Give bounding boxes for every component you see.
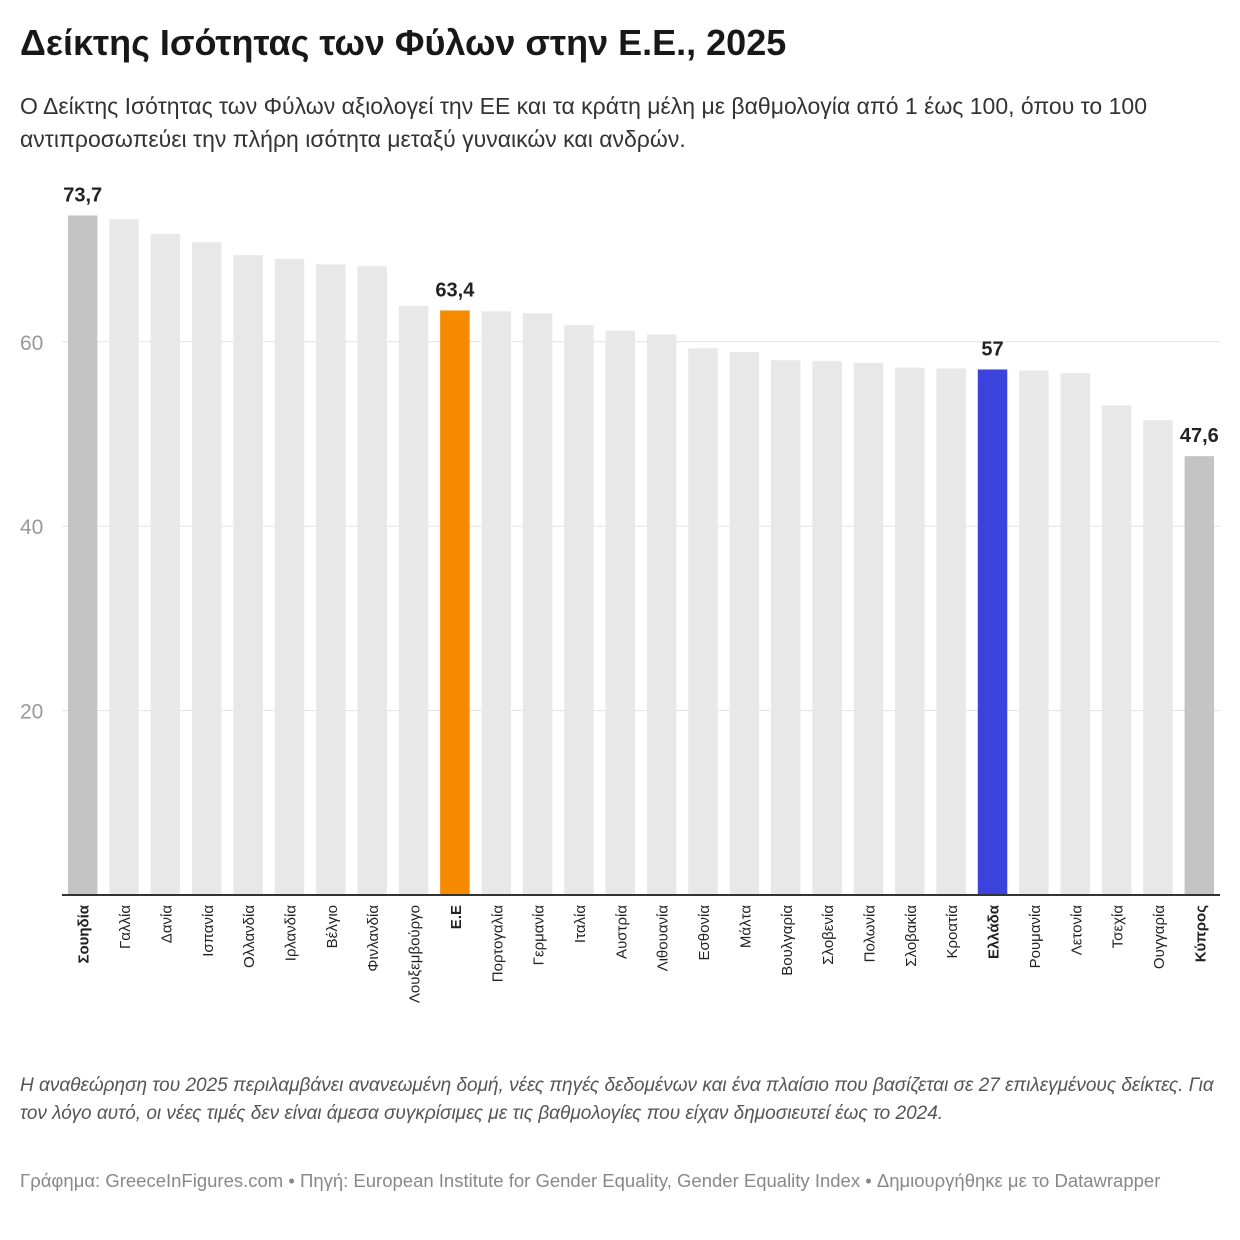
bar-10 bbox=[440, 310, 470, 895]
x-tick-label: Πορτογαλία bbox=[489, 905, 506, 983]
x-tick-label: Εσθονία bbox=[696, 905, 713, 961]
bar-4 bbox=[192, 242, 222, 895]
chart-footer: Γράφημα: GreeceInFigures.com • Πηγή: Eur… bbox=[20, 1170, 1161, 1191]
y-tick-label: 20 bbox=[20, 701, 43, 724]
x-tick-label: Κροατία bbox=[944, 905, 961, 959]
bar-25 bbox=[1060, 373, 1090, 895]
x-tick-label: Σλοβακία bbox=[903, 905, 920, 967]
x-tick-label: Πολωνία bbox=[861, 905, 878, 963]
bar-17 bbox=[729, 351, 760, 895]
x-tick-label: Σλοβενία bbox=[820, 905, 837, 965]
x-tick-label: Ουγγαρία bbox=[1151, 905, 1168, 969]
x-tick-label: Σουηδία bbox=[76, 904, 93, 963]
bar-16 bbox=[688, 348, 718, 895]
bar-13 bbox=[564, 325, 594, 896]
x-tick-label: Λουξεμβούργο bbox=[407, 905, 424, 1003]
x-tick-label: Φινλανδία bbox=[365, 905, 382, 972]
bar-6 bbox=[274, 258, 305, 895]
bar-24 bbox=[1019, 370, 1049, 896]
bar-12 bbox=[522, 313, 553, 895]
bar-9 bbox=[398, 305, 429, 895]
bar-28 bbox=[1184, 456, 1215, 895]
data-label: 57 bbox=[981, 338, 1003, 360]
x-tick-label: Ρουμανία bbox=[1027, 905, 1044, 969]
bar-18 bbox=[771, 360, 801, 895]
bar-23 bbox=[977, 369, 1008, 896]
bar-1 bbox=[67, 215, 98, 896]
x-tick-label: Κύπρος bbox=[1192, 905, 1209, 962]
x-tick-label: Ε.Ε bbox=[448, 905, 465, 929]
x-tick-label: Ολλανδία bbox=[241, 905, 258, 968]
x-tick-label: Ελλάδα bbox=[986, 904, 1003, 959]
x-tick-label: Λιθουανία bbox=[655, 905, 672, 972]
x-tick-label: Τσεχία bbox=[1110, 905, 1127, 949]
x-tick-label: Μάλτα bbox=[737, 905, 754, 948]
bar-26 bbox=[1101, 405, 1132, 895]
chart-subtitle: Ο Δείκτης Ισότητας των Φύλων αξιολογεί τ… bbox=[20, 93, 1147, 152]
chart-title: Δείκτης Ισότητας των Φύλων στην Ε.Ε., 20… bbox=[20, 22, 787, 63]
bar-chart: 20 40 60 Σουηδία 73,7 Γαλλία Δανία Ισπανία Ολλαν… bbox=[20, 184, 1220, 1003]
chart-note: Η αναθεώρηση του 2025 περιλαμβάνει ανανε… bbox=[20, 1075, 1214, 1124]
bar-22 bbox=[936, 368, 966, 896]
data-label: 47,6 bbox=[1180, 425, 1219, 447]
bar-20 bbox=[853, 363, 884, 896]
bar-8 bbox=[357, 266, 387, 895]
bar-3 bbox=[150, 233, 181, 895]
x-tick-label: Αυστρία bbox=[613, 905, 630, 959]
bar-5 bbox=[233, 255, 263, 895]
x-tick-label: Ισπανία bbox=[200, 905, 217, 957]
bar-21 bbox=[895, 367, 925, 896]
x-tick-label: Λετονία bbox=[1068, 905, 1085, 956]
bar-15 bbox=[646, 334, 677, 895]
data-label: 63,4 bbox=[435, 279, 475, 301]
y-tick-label: 40 bbox=[20, 516, 43, 539]
x-tick-label: Βουλγαρία bbox=[779, 905, 796, 976]
y-tick-label: 60 bbox=[20, 332, 43, 355]
bar-11 bbox=[481, 311, 511, 895]
x-tick-label: Βέλγιο bbox=[324, 905, 341, 948]
bar-2 bbox=[109, 219, 139, 895]
data-label: 73,7 bbox=[63, 184, 102, 206]
x-tick-label: Γερμανία bbox=[531, 905, 548, 966]
x-tick-label: Δανία bbox=[158, 905, 175, 944]
bar-19 bbox=[812, 361, 842, 895]
bar-7 bbox=[316, 264, 346, 895]
x-tick-label: Ιρλανδία bbox=[282, 905, 299, 962]
bar-14 bbox=[605, 330, 636, 896]
x-tick-label: Ιταλία bbox=[572, 905, 589, 943]
x-tick-label: Γαλλία bbox=[117, 905, 134, 949]
bar-27 bbox=[1143, 420, 1173, 895]
